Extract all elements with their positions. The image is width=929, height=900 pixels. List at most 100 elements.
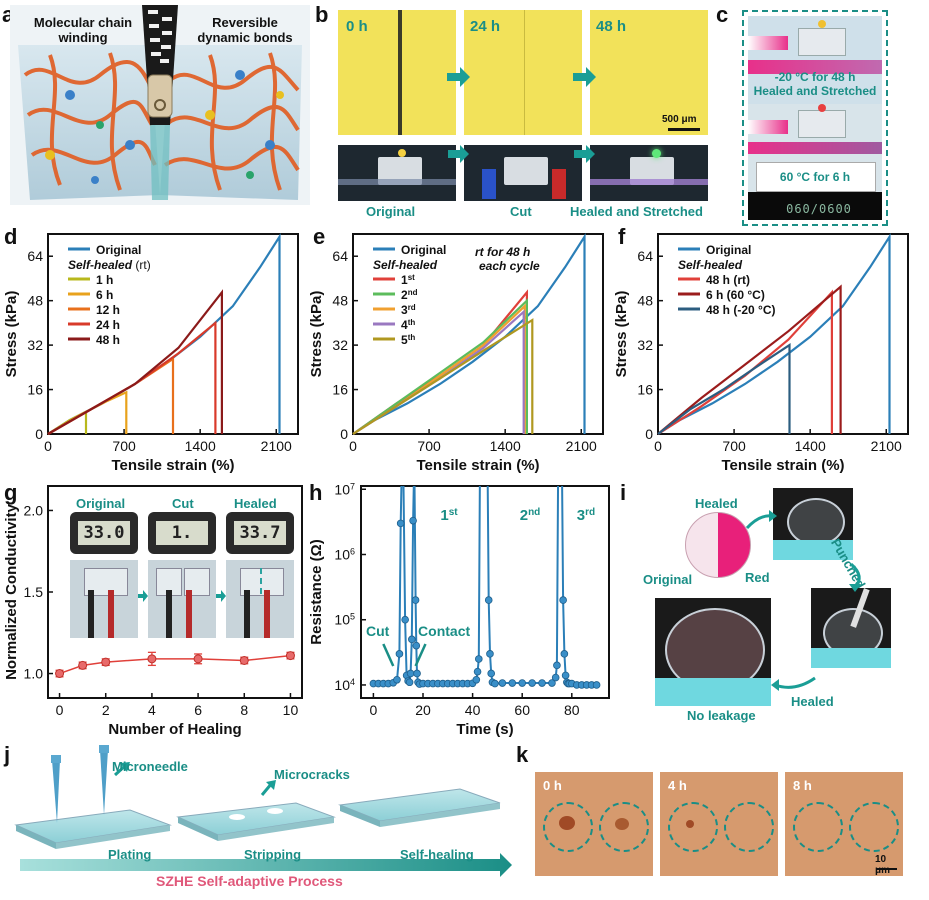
y-tick-label: 48 — [637, 293, 653, 309]
label-j-microcracks: Microcracks — [274, 767, 350, 782]
x-tick-label: 1400 — [185, 438, 216, 454]
data-point — [405, 678, 414, 687]
disc-original-red — [685, 512, 751, 578]
data-point — [528, 679, 536, 687]
x-axis-label: Time (s) — [456, 721, 513, 738]
scale-bar-500 — [668, 128, 700, 131]
series-line-f-3 — [657, 343, 791, 435]
panel-letter-c: c — [716, 2, 729, 27]
arrows-i — [745, 510, 861, 691]
caption-g-cut: Cut — [172, 496, 194, 511]
label-i-no-leakage: No leakage — [687, 708, 756, 723]
photo-i-dome-top — [773, 488, 853, 560]
y-tick-label: 106 — [334, 546, 355, 562]
label-j-stripping: Stripping — [244, 847, 302, 862]
y-axis-label: Resistance (Ω) — [308, 539, 325, 644]
label-i-healed-2: Healed — [791, 694, 834, 709]
data-point — [193, 654, 203, 664]
cycle-label-2-sup: nd — [528, 507, 540, 518]
cycle-label-1-sup: st — [449, 507, 459, 518]
legend-title-f: Self-healed — [678, 258, 743, 272]
y-axis-label: Stress (kPa) — [3, 291, 20, 378]
y-tick-label: 64 — [332, 248, 348, 264]
label-i-healed: Healed — [695, 496, 738, 511]
led-photo-original — [338, 145, 456, 201]
label-i-original: Original — [643, 572, 693, 587]
legend-entry-d-4: 24 h — [96, 318, 120, 332]
x-tick-label: 10 — [283, 702, 299, 718]
label-i-red: Red — [745, 570, 770, 585]
y-tick-label: 1.0 — [24, 666, 44, 682]
legend-sup: nd — [408, 288, 418, 297]
y-tick-exponent: 6 — [350, 546, 355, 556]
meter-original-readout: 33.0 — [78, 521, 130, 545]
data-point — [491, 679, 499, 688]
y-axis-label: Normalized Conductivity — [3, 503, 20, 680]
legend-sup: st — [408, 273, 415, 282]
data-point — [498, 679, 507, 687]
x-tick-label: 0 — [654, 438, 662, 454]
time-label-k-0h: 0 h — [543, 778, 562, 793]
data-point — [548, 679, 556, 687]
data-point — [412, 641, 421, 650]
legend-entry-e-0: Original — [401, 243, 446, 257]
caption-cut-b: Cut — [510, 204, 532, 219]
label-reversible-dynamic-bonds: Reversible dynamic bonds — [197, 15, 293, 45]
probe-photo-cut — [148, 560, 216, 638]
zipper-network-image — [10, 5, 310, 205]
data-point — [484, 596, 493, 604]
annotation-2-e: each cycle — [479, 259, 540, 273]
meter-healed: 33.7 — [226, 512, 294, 554]
chart-e-frame — [352, 233, 604, 435]
arrows-b-bottom — [448, 145, 595, 163]
panel-i: Healed Original Red Punched No leakage H… — [615, 480, 927, 738]
x-tick-label: 80 — [564, 702, 580, 718]
label-j-self-healing: Self-healing — [400, 847, 474, 862]
led-photo-cut — [464, 145, 582, 201]
series-line-d-5 — [47, 289, 223, 435]
x-tick-label: 1400 — [795, 438, 826, 454]
panel-letter-d: d — [4, 224, 17, 249]
legend-entry-e-1: 1st — [401, 273, 415, 288]
data-point — [413, 669, 421, 678]
data-point — [561, 671, 570, 680]
data-point — [411, 596, 420, 604]
probe-photo-healed — [226, 560, 294, 638]
x-tick-label: 0 — [370, 702, 378, 718]
meter-original: 33.0 — [70, 512, 138, 554]
x-tick-label: 700 — [417, 438, 441, 454]
series-line-f-0 — [657, 233, 891, 435]
x-tick-label: 1400 — [490, 438, 521, 454]
time-label-48h: 48 h — [596, 18, 627, 35]
x-tick-label: 0 — [44, 438, 52, 454]
y-tick-label: 16 — [332, 382, 348, 398]
chart-d: d 0 16 32 48 64 0 700 1400 2100 Tensile strain (%)… — [3, 224, 299, 474]
y-tick-label: 0 — [645, 426, 653, 442]
time-label-k-8h: 8 h — [793, 778, 812, 793]
panel-j: Microneedle Microcracks Plating Strippin… — [0, 745, 515, 895]
label-j-plating: Plating — [108, 847, 152, 862]
data-point — [239, 655, 249, 665]
legend-sup: th — [408, 318, 416, 327]
x-tick-label: 0 — [349, 438, 357, 454]
data-point — [487, 669, 496, 678]
legend-sup: th — [408, 333, 416, 342]
x-tick-label: 60 — [514, 702, 530, 718]
legend-entry-f-1: 48 h (rt) — [706, 273, 750, 287]
cycle-label-3-sup: rd — [585, 507, 595, 518]
meter-readout-c: 060/0600 — [786, 202, 852, 216]
x-tick-label: 0 — [56, 702, 64, 718]
data-point — [147, 654, 157, 664]
photo-c-bottom — [748, 104, 882, 220]
y-tick-label: 64 — [27, 248, 43, 264]
photo-i-punched — [811, 588, 891, 668]
probe-photo-original — [70, 560, 138, 638]
y-tick-label: 1.5 — [24, 584, 44, 600]
chart-g: g 1.0 1.5 2.0 0 2 4 6 8 10 Number of Healing Normal… — [3, 480, 303, 738]
data-point — [395, 650, 404, 658]
scale-label-500: 500 μm — [662, 114, 697, 125]
x-tick-label: 20 — [415, 702, 431, 718]
data-point — [473, 667, 482, 676]
legend-entry-d-0: Original — [96, 243, 141, 257]
data-point — [55, 669, 65, 679]
